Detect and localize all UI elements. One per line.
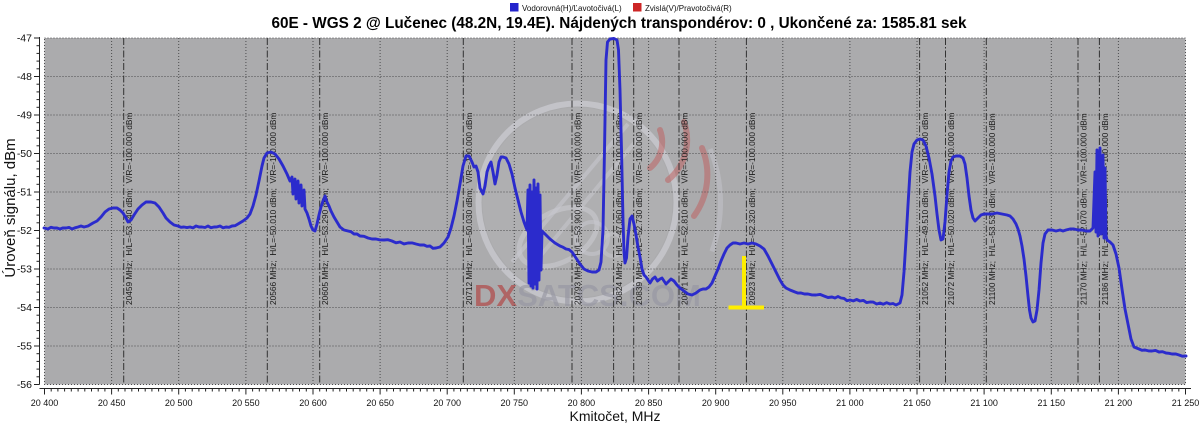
svg-text:DXSATCS.COM: DXSATCS.COM: [474, 278, 701, 313]
svg-text:20 800: 20 800: [568, 398, 596, 408]
svg-text:21 100: 21 100: [970, 398, 998, 408]
svg-text:21072 MHz; H/L=-50.020 dBm;: 21072 MHz; H/L=-50.020 dBm; V/R=-100.000…: [946, 113, 956, 305]
svg-text:20 700: 20 700: [433, 398, 461, 408]
svg-text:20 550: 20 550: [232, 398, 260, 408]
svg-text:20 950: 20 950: [769, 398, 797, 408]
svg-text:60E - WGS 2 @ Lučenec (48.2N,: 60E - WGS 2 @ Lučenec (48.2N, 19.4E). Ná…: [271, 15, 967, 32]
svg-text:21052 MHz; H/L=-49.510 dBm;: 21052 MHz; H/L=-49.510 dBm; V/R=-100.000…: [920, 113, 930, 305]
svg-text:20 450: 20 450: [98, 398, 126, 408]
svg-text:20824 MHz; H/L=-47.060 dBm;: 20824 MHz; H/L=-47.060 dBm; V/R=-100.000…: [614, 113, 624, 305]
svg-text:-54: -54: [17, 302, 32, 314]
svg-text:20 900: 20 900: [702, 398, 730, 408]
svg-text:-53: -53: [17, 264, 32, 276]
svg-text:20605 MHz; H/L=-53.290 dBm;: 20605 MHz; H/L=-53.290 dBm; V/R=-100.000…: [320, 113, 330, 305]
svg-text:21100 MHz; H/L=-53.530 dBm;: 21100 MHz; H/L=-53.530 dBm; V/R=-100.000…: [987, 113, 997, 305]
svg-text:20 600: 20 600: [299, 398, 327, 408]
svg-text:20 400: 20 400: [31, 398, 59, 408]
svg-text:20 650: 20 650: [366, 398, 394, 408]
svg-text:-55: -55: [17, 341, 32, 353]
svg-text:Zvislá(V)/Pravotočivá(R): Zvislá(V)/Pravotočivá(R): [645, 4, 732, 13]
svg-text:20459 MHz; H/L=-53.440 dBm;: 20459 MHz; H/L=-53.440 dBm; V/R=-100.000…: [124, 113, 134, 305]
svg-text:-47: -47: [17, 33, 32, 45]
svg-text:21 000: 21 000: [836, 398, 864, 408]
svg-text:20 500: 20 500: [165, 398, 193, 408]
svg-text:21 250: 21 250: [1172, 398, 1200, 408]
svg-text:20871 MHz; H/L=-52.810 dBm;: 20871 MHz; H/L=-52.810 dBm; V/R=-100.000…: [680, 113, 690, 305]
svg-text:-48: -48: [17, 71, 32, 83]
svg-text:Úroveň signálu, dBm: Úroveň signálu, dBm: [2, 138, 19, 277]
svg-text:-49: -49: [17, 110, 32, 122]
svg-text:21 150: 21 150: [1038, 398, 1066, 408]
svg-text:20 750: 20 750: [501, 398, 529, 408]
svg-text:20793 MHz; H/L=-53.900 dBm;: 20793 MHz; H/L=-53.900 dBm; V/R=-100.000…: [573, 113, 583, 305]
svg-text:-50: -50: [17, 148, 32, 160]
svg-text:-51: -51: [17, 187, 32, 199]
svg-text:20 850: 20 850: [635, 398, 663, 408]
svg-text:21170 MHz; H/L=-52.070 dBm;: 21170 MHz; H/L=-52.070 dBm; V/R=-100.000…: [1079, 113, 1089, 305]
svg-text:-52: -52: [17, 225, 32, 237]
svg-text:20566 MHz; H/L=-50.010 dBm;: 20566 MHz; H/L=-50.010 dBm; V/R=-100.000…: [268, 113, 278, 305]
svg-text:20839 MHz; H/L=-52.730 dBm;: 20839 MHz; H/L=-52.730 dBm; V/R=-100.000…: [634, 113, 644, 305]
svg-text:Kmitočet, MHz: Kmitočet, MHz: [569, 408, 660, 424]
svg-text:-56: -56: [17, 379, 32, 391]
svg-text:21 050: 21 050: [903, 398, 931, 408]
svg-text:20923 MHz; H/L=-52.320 dBm;: 20923 MHz; H/L=-52.320 dBm; V/R=-100.000…: [747, 113, 757, 305]
svg-text:20712 MHz; H/L=-50.030 dBm;: 20712 MHz; H/L=-50.030 dBm; V/R=-100.000…: [464, 113, 474, 305]
svg-text:Vodorovná(H)/Ľavotočivá(L): Vodorovná(H)/Ľavotočivá(L): [522, 4, 622, 13]
svg-text:21 200: 21 200: [1105, 398, 1133, 408]
